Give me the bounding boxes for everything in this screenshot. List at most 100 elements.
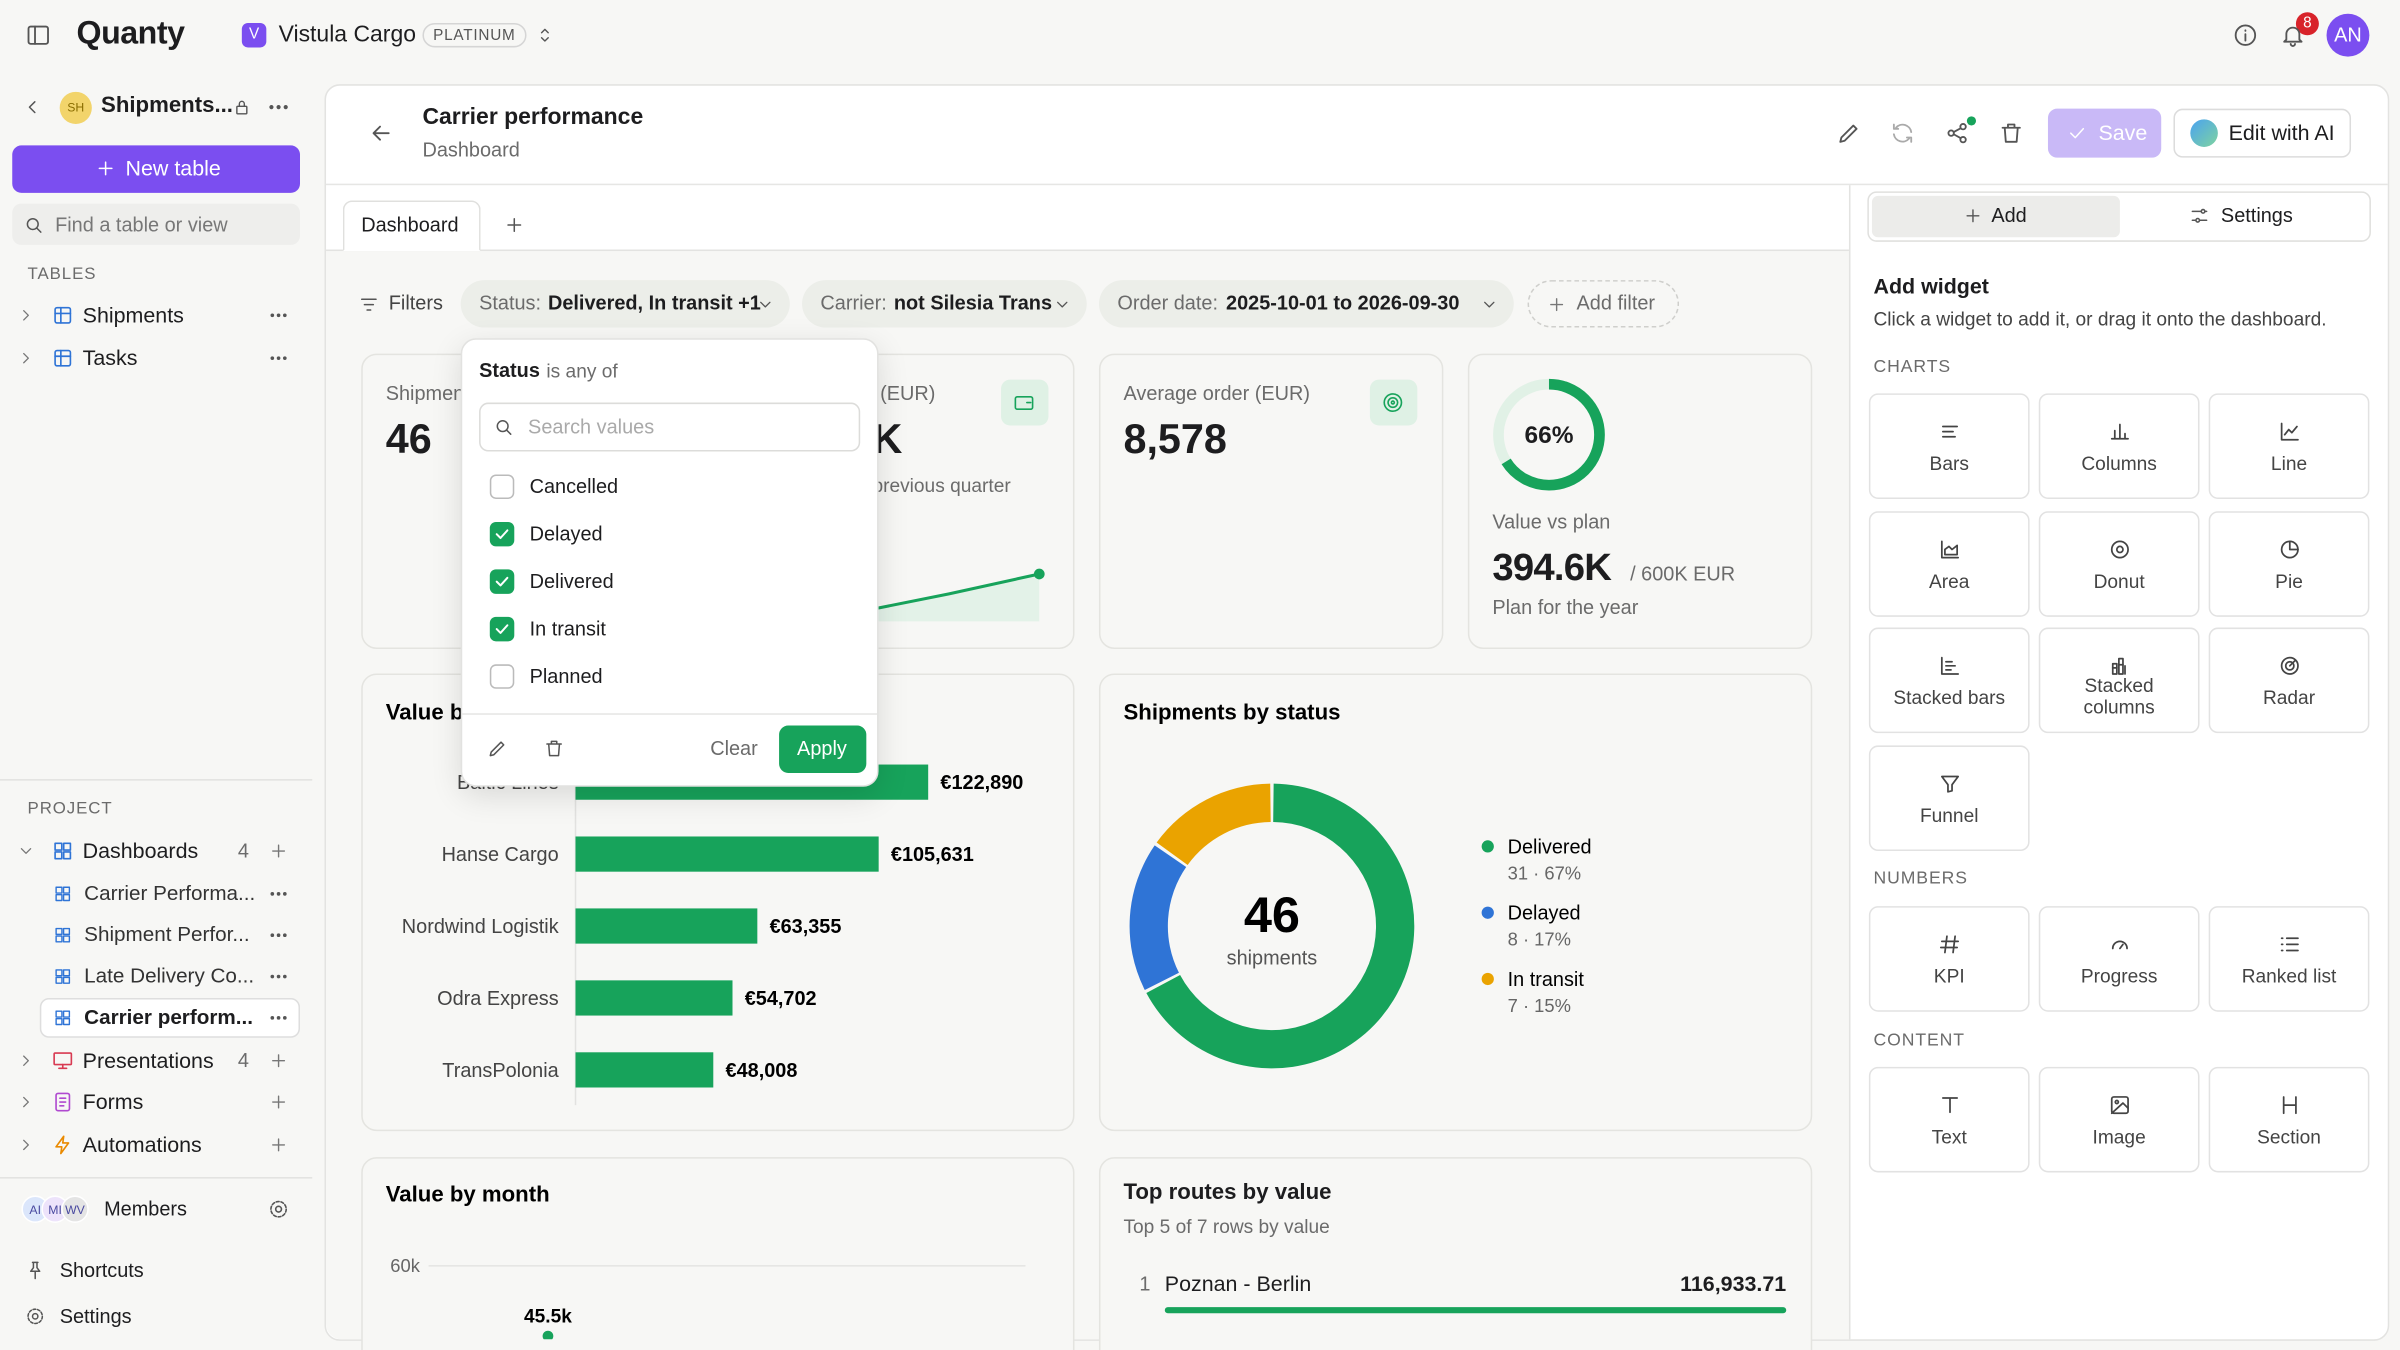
dashboard-item[interactable]: Carrier perform... [84, 1006, 254, 1030]
card-title: Shipments by status [1123, 699, 1340, 724]
clear-button[interactable]: Clear [710, 736, 758, 760]
back-icon [28, 101, 36, 114]
widget-tile[interactable]: Columns [2038, 393, 2200, 499]
widget-label[interactable]: Area [1929, 570, 1970, 592]
widget-label[interactable]: Ranked list [2241, 965, 2337, 988]
shortcuts-link[interactable]: Shortcuts [59, 1258, 144, 1282]
widget-label[interactable]: Line [2270, 453, 2308, 475]
edit-with-ai-button[interactable] [2173, 108, 2352, 158]
panel-tab-label[interactable]: Add [1991, 203, 2027, 227]
new-table-button[interactable] [12, 145, 300, 193]
widget-tile[interactable]: Funnel [1868, 744, 2030, 851]
widget-label[interactable]: Text [1931, 1126, 1967, 1148]
dropdown-operator[interactable]: is any of [546, 360, 618, 382]
chip-value[interactable]: Delivered, In transit +1 [547, 291, 761, 315]
dashboard-item[interactable]: Carrier Performa... [84, 880, 256, 904]
filter-chip[interactable] [802, 280, 1087, 328]
widget-tile[interactable]: Bars [1868, 393, 2030, 499]
save-button[interactable] [2047, 108, 2162, 158]
widget-label[interactable]: Funnel [1919, 804, 1979, 826]
widget-tile[interactable]: Section [2208, 1066, 2370, 1173]
widget-tile[interactable]: Pie [2208, 510, 2370, 617]
tab-label[interactable]: Dashboard [361, 213, 459, 237]
settings-link[interactable]: Settings [59, 1304, 132, 1328]
table-item[interactable]: Tasks [82, 344, 138, 370]
option-label[interactable]: Planned [529, 664, 603, 688]
apply-label[interactable]: Apply [797, 736, 847, 760]
widget-label[interactable]: KPI [1933, 965, 1965, 988]
chip-field[interactable]: Status: [479, 291, 542, 315]
widget-label[interactable]: Columns [2081, 453, 2157, 475]
widget-label[interactable]: Section [2257, 1126, 2321, 1148]
chip-value[interactable]: 2025-10-01 to 2026-09-30 [1226, 291, 1460, 315]
filter-chip[interactable] [460, 280, 790, 328]
dashboard-item[interactable]: Late Delivery Co... [84, 964, 255, 988]
gear-icon [270, 1200, 288, 1218]
route-bar [1164, 1307, 1787, 1314]
base-name[interactable]: Shipments... [101, 93, 233, 119]
section-item[interactable]: Forms [82, 1089, 144, 1114]
widget-tile[interactable]: Text [1868, 1066, 2030, 1173]
back-icon-part [28, 101, 36, 114]
apply-button[interactable] [779, 725, 867, 773]
more-icon-part [276, 355, 281, 360]
section-item[interactable]: Presentations [82, 1047, 214, 1072]
logo[interactable]: Quanty [76, 15, 185, 52]
dashboard-icon-part [62, 969, 71, 977]
panel-tab-active[interactable] [1871, 195, 2120, 238]
section-item[interactable]: Dashboards [82, 838, 199, 863]
checkbox[interactable] [489, 616, 515, 642]
filter-chip[interactable] [1098, 280, 1514, 328]
widget-label[interactable]: Progress [2080, 965, 2158, 988]
delete-icon-part [2001, 123, 2021, 143]
add-filter-button[interactable] [1527, 280, 1680, 328]
widget-tile[interactable]: Ranked list [2208, 906, 2370, 1012]
widget-tile[interactable]: Area [1868, 510, 2030, 617]
avatar[interactable]: AN [2326, 13, 2370, 57]
option-label[interactable]: Delayed [529, 522, 603, 546]
widget-tile[interactable]: Donut [2038, 510, 2200, 617]
dashboard-item[interactable]: Shipment Perfor... [84, 922, 250, 946]
widget-label[interactable]: Bars [1929, 453, 1969, 475]
table-item[interactable]: Shipments [82, 302, 184, 327]
chip-value[interactable]: not Silesia Trans [893, 291, 1053, 315]
widget-label[interactable]: Image [2092, 1126, 2146, 1148]
widget-label[interactable]: Stacked bars [1893, 687, 2006, 709]
members-link[interactable]: Members [104, 1197, 188, 1221]
add-filter-label[interactable]: Add filter [1576, 291, 1656, 315]
widget-label[interactable]: Pie [2275, 570, 2303, 592]
chip-field[interactable]: Carrier: [820, 291, 887, 315]
y-tick-label: 60k [390, 1255, 420, 1276]
widget-tile[interactable]: Stacked columns [2038, 627, 2200, 734]
option-label[interactable]: Delivered [529, 569, 614, 593]
widget-tile[interactable]: KPI [1868, 906, 2030, 1012]
table-search[interactable] [12, 203, 300, 245]
widget-tile[interactable]: Image [2038, 1066, 2200, 1173]
widget-label[interactable]: Radar [2262, 687, 2316, 709]
widget-tile[interactable]: Progress [2038, 906, 2200, 1012]
checkbox[interactable] [489, 474, 515, 499]
section-item[interactable]: Automations [82, 1131, 202, 1157]
option-label[interactable]: Cancelled [529, 474, 619, 498]
checkbox[interactable] [489, 521, 515, 547]
dropdown-search[interactable] [479, 402, 861, 452]
table-search-placeholder[interactable]: Find a table or view [55, 213, 228, 237]
edit-with-ai-label[interactable]: Edit with AI [2228, 120, 2335, 145]
panel-tab-label[interactable]: Settings [2220, 203, 2293, 227]
checkbox[interactable] [489, 664, 515, 689]
save-label[interactable]: Save [2098, 120, 2148, 145]
section-icon-part [58, 1063, 68, 1069]
widget-label[interactable]: Donut [2093, 570, 2145, 592]
workspace-name[interactable]: Vistula Cargo [278, 21, 416, 48]
option-label[interactable]: In transit [529, 617, 606, 641]
widget-tile[interactable]: Radar [2208, 627, 2370, 734]
chip-field[interactable]: Order date: [1117, 291, 1219, 315]
dropdown-search-placeholder[interactable]: Search values [528, 415, 655, 439]
widget-tile[interactable]: Line [2208, 393, 2370, 499]
tab[interactable] [342, 200, 481, 252]
new-table-label[interactable]: New table [125, 155, 221, 181]
widget-tile[interactable]: Stacked bars [1868, 627, 2030, 734]
filters-label[interactable]: Filters [388, 291, 443, 315]
checkbox[interactable] [489, 569, 515, 594]
widget-label[interactable]: Stacked columns [2083, 675, 2155, 719]
